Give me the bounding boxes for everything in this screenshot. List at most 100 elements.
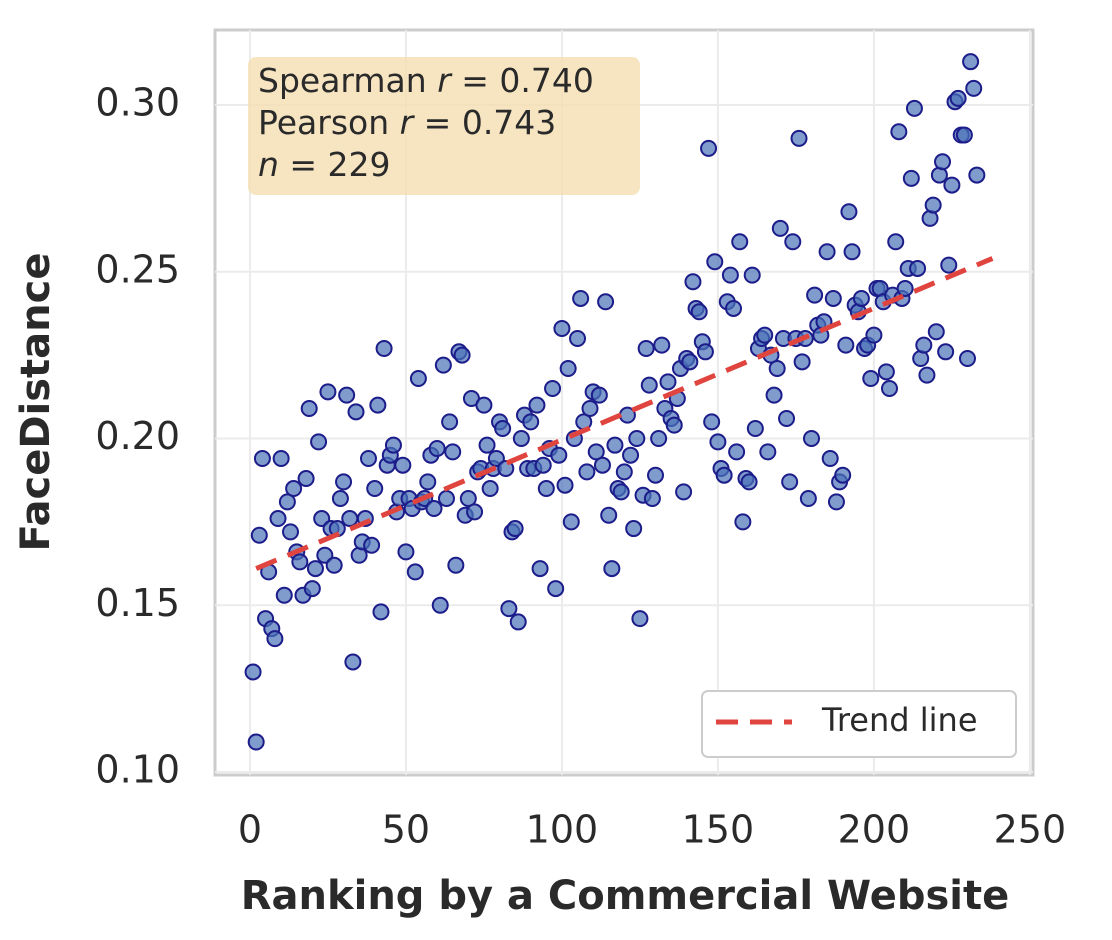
- point: [275, 586, 293, 604]
- point: [628, 430, 646, 448]
- point: [509, 613, 527, 631]
- point: [459, 490, 477, 508]
- point: [603, 560, 621, 578]
- point: [441, 413, 459, 431]
- point: [341, 510, 359, 528]
- point: [784, 233, 802, 251]
- point: [578, 463, 596, 481]
- point: [937, 343, 955, 361]
- point: [285, 480, 303, 498]
- annotation-text: n: [258, 145, 279, 184]
- point: [771, 219, 789, 237]
- point: [696, 343, 714, 361]
- annotation-text: Spearman: [258, 61, 437, 100]
- annotation-text: r: [437, 61, 453, 100]
- point: [918, 366, 936, 384]
- point: [905, 99, 923, 117]
- annotation-box: [248, 57, 640, 195]
- point: [837, 336, 855, 354]
- legend-label: Trend line: [821, 701, 978, 739]
- point: [444, 443, 462, 461]
- point: [665, 416, 683, 434]
- annotation-text: = 0.743: [413, 103, 556, 142]
- point: [962, 53, 980, 71]
- point: [581, 400, 599, 418]
- point: [425, 500, 443, 518]
- point: [650, 430, 668, 448]
- point: [725, 299, 743, 317]
- annotation-line: Spearman r = 0.740: [258, 61, 594, 100]
- point: [394, 456, 412, 474]
- point: [250, 526, 268, 544]
- point: [478, 436, 496, 454]
- point: [325, 556, 343, 574]
- point: [466, 503, 484, 521]
- point: [522, 413, 540, 431]
- point: [949, 89, 967, 107]
- point: [310, 433, 328, 451]
- point: [759, 443, 777, 461]
- y-tick-label: 0.20: [95, 414, 180, 458]
- point: [338, 386, 356, 404]
- point: [434, 356, 452, 374]
- point: [715, 466, 733, 484]
- point: [681, 353, 699, 371]
- point: [335, 473, 353, 491]
- point: [802, 430, 820, 448]
- point: [281, 523, 299, 541]
- point: [553, 319, 571, 337]
- point: [597, 293, 615, 311]
- annotation-line: n = 229: [258, 145, 391, 184]
- point: [419, 473, 437, 491]
- point: [600, 506, 618, 524]
- point: [625, 520, 643, 538]
- point: [531, 560, 549, 578]
- point: [528, 396, 546, 414]
- x-tick-label: 150: [682, 808, 755, 852]
- point: [278, 493, 296, 511]
- point: [706, 253, 724, 271]
- point: [544, 379, 562, 397]
- point: [363, 536, 381, 554]
- point: [643, 490, 661, 508]
- point: [924, 196, 942, 214]
- annotation-line: Pearson r = 0.743: [258, 103, 556, 142]
- point: [622, 446, 640, 464]
- x-tick-label: 250: [994, 808, 1067, 852]
- point: [781, 473, 799, 491]
- point: [319, 383, 337, 401]
- point: [902, 169, 920, 187]
- point: [428, 440, 446, 458]
- point: [303, 580, 321, 598]
- trend-line: [255, 256, 994, 571]
- point: [818, 243, 836, 261]
- point: [497, 460, 515, 478]
- point: [344, 653, 362, 671]
- point: [494, 420, 512, 438]
- point: [453, 346, 471, 364]
- point: [331, 490, 349, 508]
- point: [887, 233, 905, 251]
- point: [721, 266, 739, 284]
- point: [637, 339, 655, 357]
- point: [593, 456, 611, 474]
- point: [253, 450, 271, 468]
- point: [272, 450, 290, 468]
- point: [384, 436, 402, 454]
- point: [547, 580, 565, 598]
- point: [606, 436, 624, 454]
- point: [559, 359, 577, 377]
- point: [437, 490, 455, 508]
- point: [569, 329, 587, 347]
- point: [690, 303, 708, 321]
- point: [743, 266, 761, 284]
- point: [877, 363, 895, 381]
- point: [266, 630, 284, 648]
- point: [306, 560, 324, 578]
- point: [909, 259, 927, 277]
- point: [653, 336, 671, 354]
- point: [965, 79, 983, 97]
- point: [590, 386, 608, 404]
- point: [806, 286, 824, 304]
